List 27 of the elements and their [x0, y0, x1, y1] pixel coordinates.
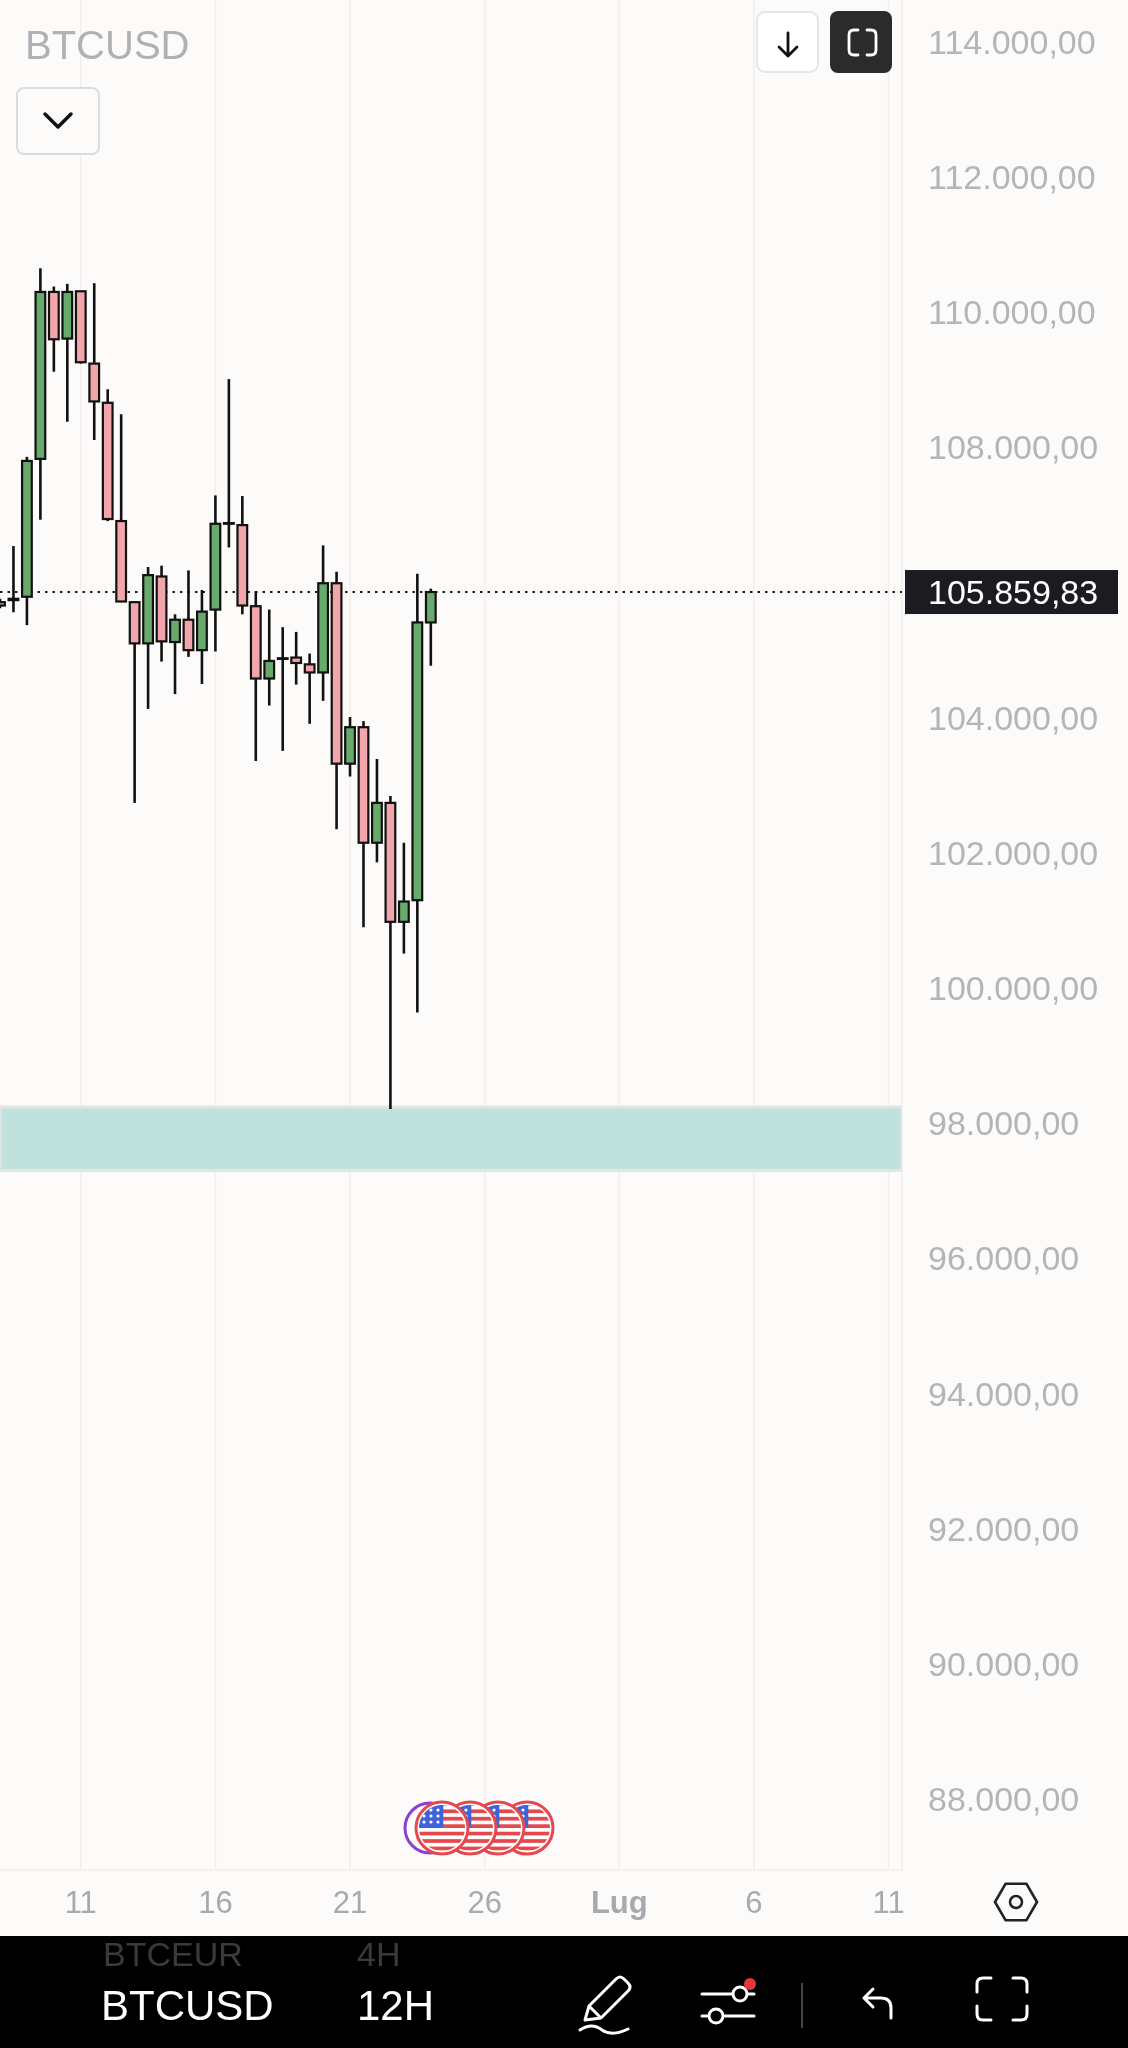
y-tick-label: 104.000,00: [928, 698, 1099, 737]
x-tick-label: 6: [745, 1884, 763, 1920]
y-tick-label: 88.000,00: [928, 1780, 1080, 1819]
text: BTCEUR: [103, 1935, 243, 1973]
y-tick-label: 100.000,00: [928, 969, 1099, 1008]
x-tick-label: 11: [64, 1884, 97, 1920]
text: 4H: [357, 1935, 401, 1973]
y-tick-label: 94.000,00: [928, 1374, 1080, 1413]
candlestick: [169, 613, 181, 696]
ref-line-label: 105.859,83: [928, 573, 1099, 612]
x-tick-label: Lug: [590, 1884, 648, 1920]
x-tick-label: 21: [332, 1884, 368, 1920]
x-tick-label: 16: [198, 1884, 233, 1920]
y-tick-label: 98.000,00: [928, 1104, 1080, 1143]
text: 12H: [357, 1982, 435, 2029]
x-tick-label: 26: [467, 1884, 502, 1920]
y-tick-label: 92.000,00: [928, 1509, 1080, 1548]
y-tick-label: 102.000,00: [928, 833, 1099, 872]
y-tick-label: 90.000,00: [928, 1644, 1080, 1683]
x-tick-label: 11: [872, 1884, 905, 1920]
y-tick-label: 114.000,00: [928, 22, 1096, 61]
y-tick-label: 112.000,00: [928, 158, 1096, 197]
y-tick-label: 96.000,00: [928, 1239, 1080, 1278]
y-tick-label: 108.000,00: [928, 428, 1099, 467]
y-tick-label: 110.000,00: [928, 293, 1096, 332]
text: BTCUSD: [25, 23, 190, 67]
text: BTCUSD: [101, 1982, 274, 2029]
